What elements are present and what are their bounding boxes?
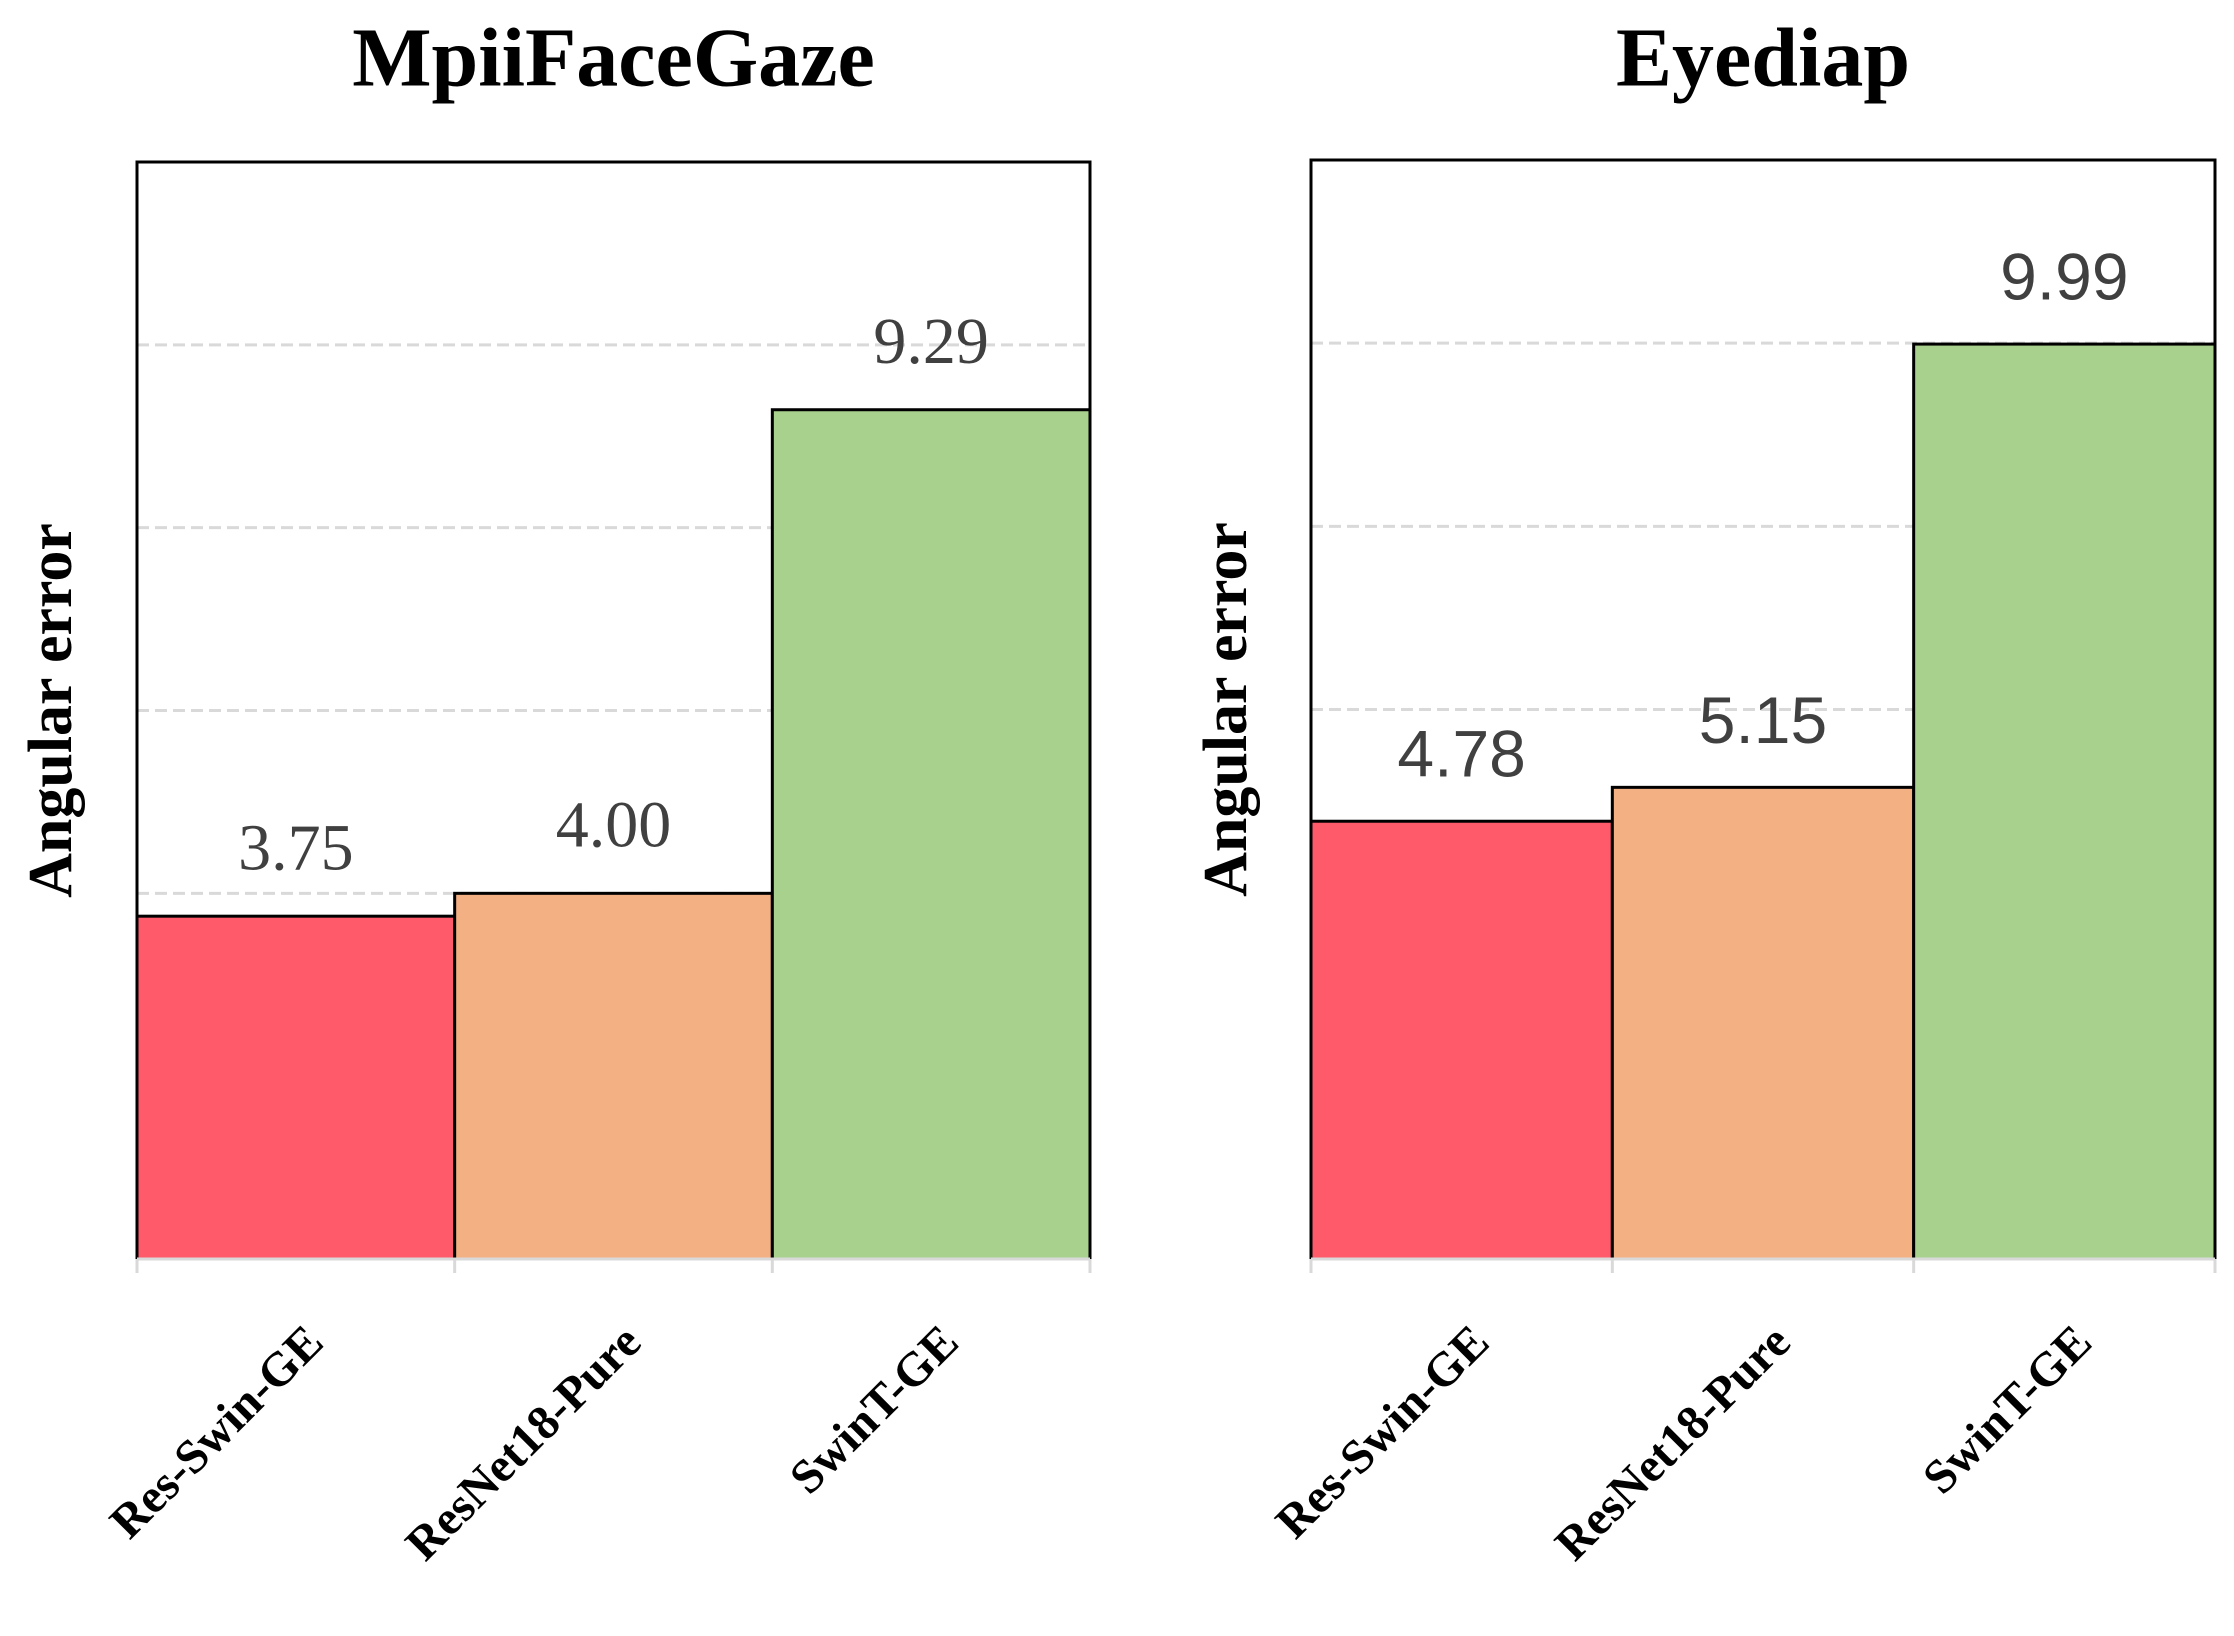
bar xyxy=(1610,785,1916,1261)
value-label: 5.15 xyxy=(1699,683,1827,757)
bar xyxy=(453,891,774,1261)
value-label: 4.78 xyxy=(1397,717,1525,791)
x-tick-label: Res-Swin-GE xyxy=(100,1315,334,1549)
bar xyxy=(770,408,1092,1261)
x-tick-label: SwinT-GE xyxy=(1913,1315,2102,1504)
y-axis-label: Angular error xyxy=(17,523,85,898)
value-label: 9.29 xyxy=(873,305,989,378)
x-tick-label: ResNet18-Pure xyxy=(1545,1315,1801,1571)
y-axis-label: Angular error xyxy=(1192,522,1260,897)
bar xyxy=(135,914,457,1261)
x-tick-label: Res-Swin-GE xyxy=(1266,1315,1500,1549)
value-label: 4.00 xyxy=(556,788,672,861)
value-label: 3.75 xyxy=(238,811,354,884)
x-tick-label: ResNet18-Pure xyxy=(396,1315,652,1571)
bar xyxy=(1309,819,1614,1261)
bar xyxy=(1912,342,2217,1261)
chart-title: MpiiFaceGaze xyxy=(352,11,874,104)
value-label: 9.99 xyxy=(2000,240,2128,314)
x-tick-label: SwinT-GE xyxy=(780,1315,969,1504)
chart-title: Eyediap xyxy=(1616,11,1910,104)
